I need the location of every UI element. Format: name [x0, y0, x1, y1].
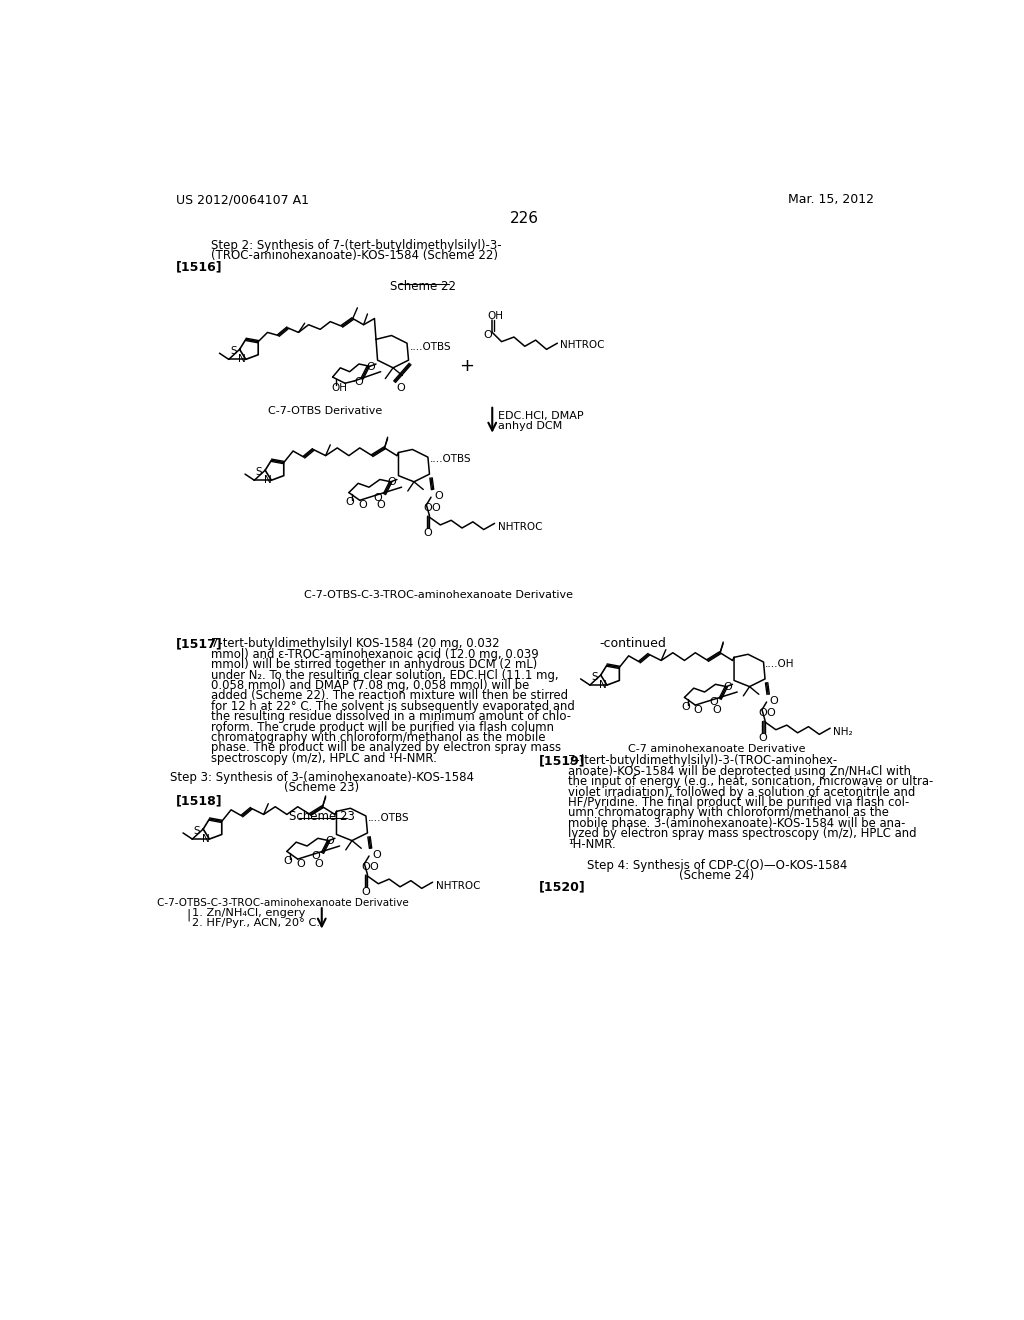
Text: O: O: [374, 492, 382, 503]
Text: mobile phase. 3-(aminohexanoate)-KOS-1584 will be ana-: mobile phase. 3-(aminohexanoate)-KOS-158…: [568, 817, 905, 830]
Text: O: O: [710, 697, 718, 708]
Text: S: S: [256, 467, 262, 477]
Text: under N₂. To the resulting clear solution, EDC.HCl (11.1 mg,: under N₂. To the resulting clear solutio…: [211, 668, 558, 681]
Text: O: O: [423, 503, 432, 513]
Text: S: S: [592, 672, 598, 682]
Text: ....OTBS: ....OTBS: [410, 342, 452, 351]
Text: (Scheme 23): (Scheme 23): [285, 781, 359, 795]
Text: O: O: [372, 850, 381, 859]
Text: mmol) and ε-TROC-aminohexanoic acid (12.0 mg, 0.039: mmol) and ε-TROC-aminohexanoic acid (12.…: [211, 648, 539, 661]
Text: spectroscopy (m/z), HPLC and ¹H-NMR.: spectroscopy (m/z), HPLC and ¹H-NMR.: [211, 751, 437, 764]
Text: [1516]: [1516]: [176, 261, 222, 273]
Text: N: N: [202, 834, 209, 843]
Text: added (Scheme 22). The reaction mixture will then be stirred: added (Scheme 22). The reaction mixture …: [211, 689, 568, 702]
Text: [1517]: [1517]: [176, 638, 223, 651]
Text: O: O: [367, 362, 376, 372]
Text: the resulting residue dissolved in a minimum amount of chlo-: the resulting residue dissolved in a min…: [211, 710, 571, 723]
Text: chromatography with chloroform/methanol as the mobile: chromatography with chloroform/methanol …: [211, 731, 546, 744]
Text: [1518]: [1518]: [176, 795, 222, 808]
Text: anhyd DCM: anhyd DCM: [499, 421, 563, 430]
Text: S: S: [194, 826, 201, 836]
Text: C-7-OTBS-C-3-TROC-aminohexanoate Derivative: C-7-OTBS-C-3-TROC-aminohexanoate Derivat…: [303, 590, 572, 599]
Text: phase. The product will be analyzed by electron spray mass: phase. The product will be analyzed by e…: [211, 742, 561, 754]
Text: O: O: [759, 708, 768, 718]
Text: |: |: [186, 908, 190, 921]
Text: NHTROC: NHTROC: [560, 341, 605, 350]
Text: O: O: [723, 682, 732, 692]
Text: O: O: [326, 836, 335, 846]
Text: EDC.HCl, DMAP: EDC.HCl, DMAP: [499, 411, 584, 421]
Text: O: O: [311, 851, 321, 862]
Text: US 2012/0064107 A1: US 2012/0064107 A1: [176, 193, 309, 206]
Text: O: O: [483, 330, 492, 341]
Text: O: O: [434, 491, 442, 502]
Text: ....OTBS: ....OTBS: [368, 813, 410, 822]
Text: O: O: [284, 855, 293, 866]
Text: O: O: [354, 378, 364, 387]
Text: 226: 226: [510, 211, 540, 226]
Text: 0.058 mmol) and DMAP (7.08 mg, 0.058 mmol) will be: 0.058 mmol) and DMAP (7.08 mg, 0.058 mmo…: [211, 678, 529, 692]
Text: +: +: [459, 358, 474, 375]
Text: C-7 aminohexanoate Derivative: C-7 aminohexanoate Derivative: [629, 743, 806, 754]
Text: N: N: [263, 475, 271, 484]
Text: O: O: [759, 733, 768, 743]
Text: O: O: [770, 696, 778, 706]
Text: mmol) will be stirred together in anhydrous DCM (2 mL): mmol) will be stirred together in anhydr…: [211, 659, 538, 671]
Text: umn chromatography with chloroform/methanol as the: umn chromatography with chloroform/metha…: [568, 807, 889, 820]
Text: lyzed by electron spray mass spectroscopy (m/z), HPLC and: lyzed by electron spray mass spectroscop…: [568, 828, 916, 840]
Text: Step 3: Synthesis of 3-(aminohexanoate)-KOS-1584: Step 3: Synthesis of 3-(aminohexanoate)-…: [170, 771, 474, 784]
Text: NHTROC: NHTROC: [435, 880, 480, 891]
Text: ....OTBS: ....OTBS: [429, 454, 471, 465]
Text: O: O: [767, 708, 775, 718]
Text: N: N: [238, 354, 246, 364]
Text: ....OH: ....OH: [765, 659, 795, 669]
Text: for 12 h at 22° C. The solvent is subsequently evaporated and: for 12 h at 22° C. The solvent is subseq…: [211, 700, 574, 713]
Text: O: O: [314, 859, 324, 869]
Text: (Scheme 24): (Scheme 24): [679, 869, 755, 882]
Text: 2. HF/Pyr., ACN, 20° C.: 2. HF/Pyr., ACN, 20° C.: [191, 919, 319, 928]
Text: OH: OH: [331, 383, 347, 393]
Text: O: O: [296, 859, 305, 869]
Text: OH: OH: [487, 312, 504, 321]
Text: O: O: [423, 528, 432, 539]
Text: O: O: [346, 498, 354, 507]
Text: O: O: [361, 862, 370, 873]
Text: O: O: [377, 500, 385, 511]
Text: [1519]: [1519]: [539, 755, 586, 767]
Text: Step 4: Synthesis of CDP-C(O)—O-KOS-1584: Step 4: Synthesis of CDP-C(O)—O-KOS-1584: [587, 859, 847, 871]
Text: NHTROC: NHTROC: [498, 521, 542, 532]
Text: C-7-OTBS-C-3-TROC-aminohexanoate Derivative: C-7-OTBS-C-3-TROC-aminohexanoate Derivat…: [157, 898, 409, 908]
Text: O: O: [369, 862, 378, 873]
Text: 7-(tert-butyldimethylsilyl)-3-(TROC-aminohex-: 7-(tert-butyldimethylsilyl)-3-(TROC-amin…: [568, 755, 838, 767]
Text: [1520]: [1520]: [539, 880, 586, 894]
Text: Scheme 23: Scheme 23: [289, 810, 354, 822]
Text: O: O: [431, 503, 439, 513]
Text: (TROC-aminohexanoate)-KOS-1584 (Scheme 22): (TROC-aminohexanoate)-KOS-1584 (Scheme 2…: [211, 249, 498, 263]
Text: the input of energy (e.g., heat, sonication, microwave or ultra-: the input of energy (e.g., heat, sonicat…: [568, 775, 934, 788]
Text: O: O: [358, 500, 367, 511]
Text: anoate)-KOS-1584 will be deprotected using Zn/NH₄Cl with: anoate)-KOS-1584 will be deprotected usi…: [568, 764, 911, 777]
Text: O: O: [693, 705, 702, 715]
Text: C-7-OTBS Derivative: C-7-OTBS Derivative: [268, 407, 383, 416]
Text: NH₂: NH₂: [834, 726, 853, 737]
Text: S: S: [230, 346, 237, 356]
Text: O: O: [361, 887, 370, 896]
Text: HF/Pyridine. The final product will be purified via flash col-: HF/Pyridine. The final product will be p…: [568, 796, 909, 809]
Text: roform. The crude product will be purified via flash column: roform. The crude product will be purifi…: [211, 721, 554, 734]
Text: ¹H-NMR.: ¹H-NMR.: [568, 837, 616, 850]
Text: violet irradiation), followed by a solution of acetonitrile and: violet irradiation), followed by a solut…: [568, 785, 915, 799]
Text: O: O: [388, 478, 396, 487]
Text: O: O: [713, 705, 721, 715]
Text: Mar. 15, 2012: Mar. 15, 2012: [787, 193, 873, 206]
Text: 7-tert-butyldimethylsilyl KOS-1584 (20 mg, 0.032: 7-tert-butyldimethylsilyl KOS-1584 (20 m…: [211, 638, 500, 651]
Text: O: O: [681, 702, 690, 711]
Text: Step 2: Synthesis of 7-(tert-butyldimethylsilyl)-3-: Step 2: Synthesis of 7-(tert-butyldimeth…: [211, 239, 502, 252]
Text: N: N: [599, 680, 607, 689]
Text: O: O: [396, 383, 404, 393]
Text: -continued: -continued: [599, 638, 666, 651]
Text: 1. Zn/NH₄Cl, engery: 1. Zn/NH₄Cl, engery: [191, 908, 305, 919]
Text: Scheme 22: Scheme 22: [389, 280, 456, 293]
